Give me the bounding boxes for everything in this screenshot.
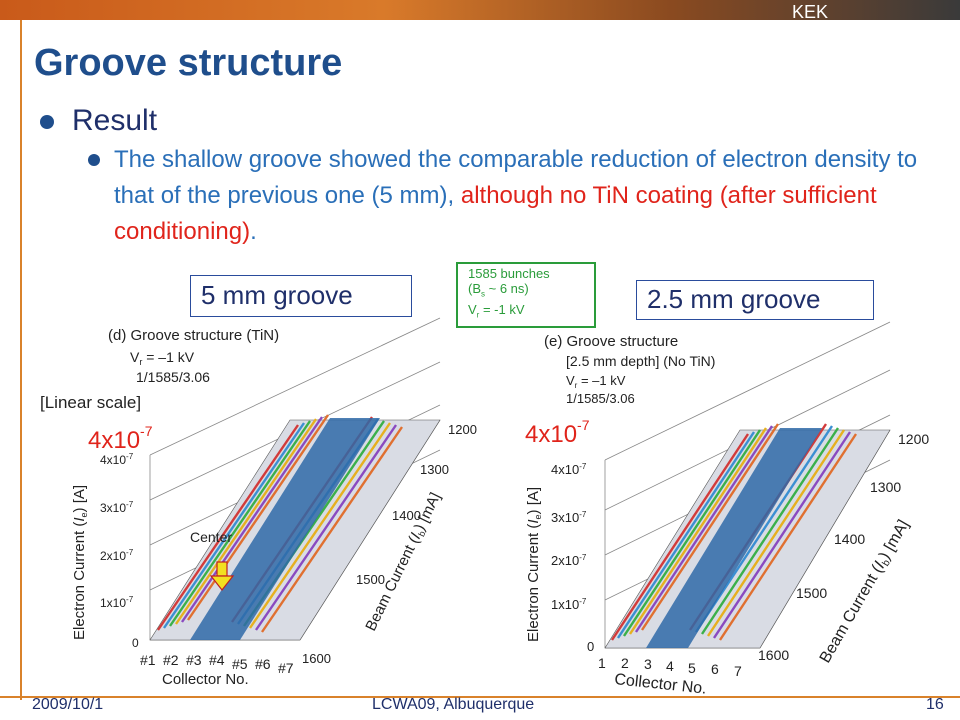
conditions-line-3: Vr = -1 kV (468, 301, 525, 320)
footer-event: LCWA09, Albuquerque (372, 696, 535, 713)
right-x-ticks: 1 2 3 4 5 6 7 (598, 655, 742, 679)
right-big-value: 4x10-7 (525, 417, 590, 448)
title-bar (0, 0, 960, 20)
right-caption-1: (e) Groove structure (544, 333, 678, 350)
right-caption-4: 1/1585/3.06 (566, 391, 635, 406)
svg-text:4: 4 (666, 658, 674, 674)
svg-text:1500: 1500 (356, 572, 385, 587)
sub-bullet-end: . (250, 218, 257, 245)
right-groove-label: 2.5 mm groove (636, 280, 874, 320)
svg-text:2x10-7: 2x10-7 (551, 553, 587, 568)
left-caption-1: (d) Groove structure (TiN) (108, 327, 279, 344)
svg-text:#4: #4 (209, 652, 225, 668)
footer-line (0, 696, 960, 698)
svg-text:1200: 1200 (448, 422, 477, 437)
left-x-axis-label: Collector No. (162, 671, 249, 688)
right-z-axis-label: Beam Current (Ib) [mA] (817, 517, 914, 667)
svg-text:1: 1 (598, 655, 606, 671)
left-accent-line (20, 20, 22, 700)
svg-text:3: 3 (644, 656, 652, 672)
linear-scale-label: [Linear scale] (40, 393, 141, 412)
svg-text:1x10-7: 1x10-7 (551, 597, 587, 612)
svg-text:#3: #3 (186, 652, 202, 668)
left-caption-3: 1/1585/3.06 (136, 369, 210, 385)
svg-text:#7: #7 (278, 660, 294, 676)
sub-bullet-dot-icon (88, 154, 100, 166)
svg-text:#6: #6 (255, 656, 271, 672)
svg-text:1200: 1200 (898, 431, 929, 447)
svg-text:1400: 1400 (392, 508, 421, 523)
svg-text:1x10-7: 1x10-7 (100, 595, 134, 610)
svg-text:0: 0 (132, 636, 139, 650)
center-annotation: Center (190, 529, 232, 545)
svg-text:1400: 1400 (834, 531, 865, 547)
left-big-value: 4x10-7 (88, 423, 153, 454)
right-z-ticks: 1200 1300 1400 1500 1600 (758, 431, 929, 663)
svg-text:1300: 1300 (870, 479, 901, 495)
sub-bullet-red-text: although no TiN coating (after sufficien… (114, 182, 877, 245)
svg-text:1600: 1600 (302, 651, 331, 666)
slide-title: Groove structure (34, 42, 343, 84)
svg-text:2: 2 (621, 655, 629, 671)
center-arrow-icon (209, 561, 235, 591)
svg-text:0: 0 (587, 639, 594, 654)
svg-text:#1: #1 (140, 652, 156, 668)
svg-text:1600: 1600 (758, 647, 789, 663)
svg-text:4x10-7: 4x10-7 (551, 462, 587, 477)
right-chart: (e) Groove structure [2.5 mm depth] (No … (525, 321, 929, 698)
svg-text:3x10-7: 3x10-7 (100, 500, 134, 515)
svg-text:#2: #2 (163, 652, 179, 668)
footer-page-number: 16 (926, 696, 944, 713)
svg-text:3x10-7: 3x10-7 (551, 510, 587, 525)
left-chart: (d) Groove structure (TiN) Vr = –1 kV 1/… (40, 317, 477, 688)
svg-text:5: 5 (688, 660, 696, 676)
svg-text:1300: 1300 (420, 462, 449, 477)
right-ridges (604, 423, 891, 649)
left-caption-2: Vr = –1 kV (130, 349, 195, 367)
bullet-result: Result (40, 104, 157, 138)
svg-text:2x10-7: 2x10-7 (100, 548, 134, 563)
right-caption-3: Vr = –1 kV (566, 373, 626, 390)
right-caption-2: [2.5 mm depth] (No TiN) (566, 353, 715, 369)
right-y-axis-label: Electron Current (Ie) [A] (525, 487, 543, 642)
svg-text:7: 7 (734, 663, 742, 679)
svg-text:1500: 1500 (796, 585, 827, 601)
right-y-ticks: 4x10-7 3x10-7 2x10-7 1x10-7 0 (551, 462, 594, 654)
left-x-ticks: #1 #2 #3 #4 #5 #6 #7 (140, 652, 294, 676)
conditions-box: 1585 bunches (Bs ~ 6 ns) Vr = -1 kV (456, 262, 596, 328)
left-ridges (149, 414, 441, 641)
bullet-result-text: Result (72, 104, 158, 137)
svg-text:4x10-7: 4x10-7 (100, 452, 134, 467)
left-z-ticks: 1200 1300 1400 1500 1600 (302, 422, 477, 666)
bullet-dot-icon (40, 115, 54, 130)
left-y-ticks: 4x10-7 3x10-7 2x10-7 1x10-7 0 (100, 452, 139, 650)
footer-date: 2009/10/1 (32, 696, 104, 713)
left-groove-label: 5 mm groove (190, 275, 412, 317)
sub-bullet: The shallow groove showed the comparable… (114, 142, 934, 250)
svg-text:6: 6 (711, 661, 719, 677)
conditions-line-1: 1585 bunches (468, 266, 550, 281)
org-label: KEK (791, 2, 828, 22)
left-y-axis-label: Electron Current (Ie) [A] (71, 485, 89, 640)
svg-text:#5: #5 (232, 656, 248, 672)
conditions-line-2: (Bs ~ 6 ns) (468, 281, 529, 299)
sub-bullet-blue-text: The shallow groove showed the comparable… (114, 146, 918, 209)
